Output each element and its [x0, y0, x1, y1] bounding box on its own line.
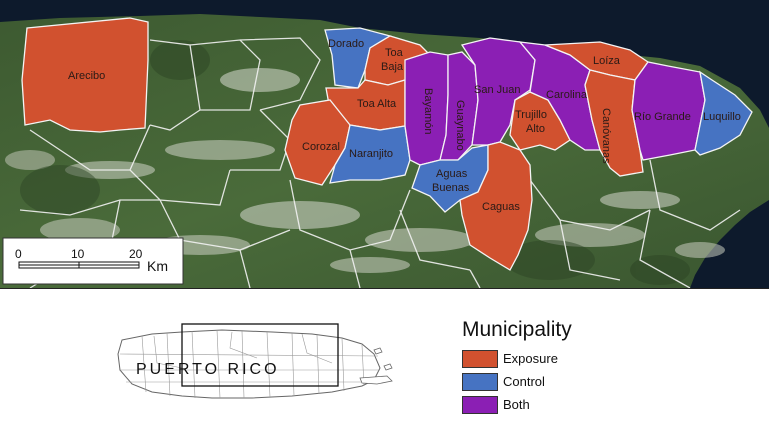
label-aguas-buenas-1: Aguas [436, 168, 468, 180]
municipality-caguas[interactable] [459, 141, 533, 271]
map-canvas: Arecibo Dorado Toa Baja Toa Alta Corozal… [0, 0, 769, 289]
inset-canvas: PUERTO RICO [117, 323, 393, 399]
scale-bar: 0 10 20 Km [2, 237, 184, 285]
label-aguas-buenas-2: Buenas [432, 182, 470, 194]
label-caguas: Caguas [482, 201, 520, 213]
map-frame: Arecibo Dorado Toa Baja Toa Alta Corozal… [0, 0, 769, 289]
legend-swatch-exposure [462, 350, 498, 368]
label-dorado: Dorado [328, 38, 364, 50]
label-canovanas: Canóvanas [600, 108, 612, 164]
legend: Municipality Exposure Control Both [462, 318, 762, 418]
label-rio-grande: Río Grande [634, 111, 691, 123]
inset-locator-map: PUERTO RICO [112, 318, 412, 416]
municipality-naranjito[interactable] [329, 124, 411, 184]
municipality-luquillo[interactable] [694, 70, 753, 156]
label-corozal: Corozal [302, 141, 340, 153]
legend-label-exposure: Exposure [503, 351, 558, 366]
municipality-arecibo[interactable] [21, 17, 149, 133]
label-guaynabo: Guaynabo [454, 100, 466, 151]
label-naranjito: Naranjito [349, 148, 393, 160]
legend-label-both: Both [503, 397, 530, 412]
municipality-canovanas[interactable] [584, 69, 644, 177]
scale-tick-0: 0 [15, 247, 22, 261]
municipality-guaynabo[interactable] [439, 51, 479, 161]
municipality-labels: Arecibo Dorado Toa Baja Toa Alta Corozal… [68, 38, 741, 213]
label-arecibo: Arecibo [68, 70, 105, 82]
inset-country-label: PUERTO RICO [136, 361, 280, 378]
scale-tick-10: 10 [71, 247, 85, 261]
scale-unit: Km [147, 258, 168, 274]
inset-municipality-grid [119, 329, 380, 399]
label-carolina: Carolina [546, 89, 588, 101]
label-toa-alta: Toa Alta [357, 98, 397, 110]
label-toa-baja-2: Baja [381, 61, 404, 73]
label-bayamon: Bayamón [422, 88, 434, 134]
inset-offshore-islands [359, 347, 393, 385]
scale-bar-background [2, 237, 184, 285]
legend-swatch-both [462, 396, 498, 414]
municipality-corozal[interactable] [284, 99, 351, 186]
label-toa-baja-1: Toa [385, 47, 404, 59]
inset-study-area-box [181, 323, 339, 387]
label-trujillo-alto-2: Alto [526, 123, 545, 135]
label-loiza: Loíza [593, 55, 621, 67]
study-municipalities [21, 17, 753, 271]
legend-label-control: Control [503, 374, 545, 389]
legend-swatch-control [462, 373, 498, 391]
legend-title: Municipality [462, 318, 572, 341]
label-san-juan: San Juan [474, 84, 520, 96]
label-trujillo-alto-1: Trujillo [515, 109, 547, 121]
scale-tick-20: 20 [129, 247, 143, 261]
label-luquillo: Luquillo [703, 111, 741, 123]
